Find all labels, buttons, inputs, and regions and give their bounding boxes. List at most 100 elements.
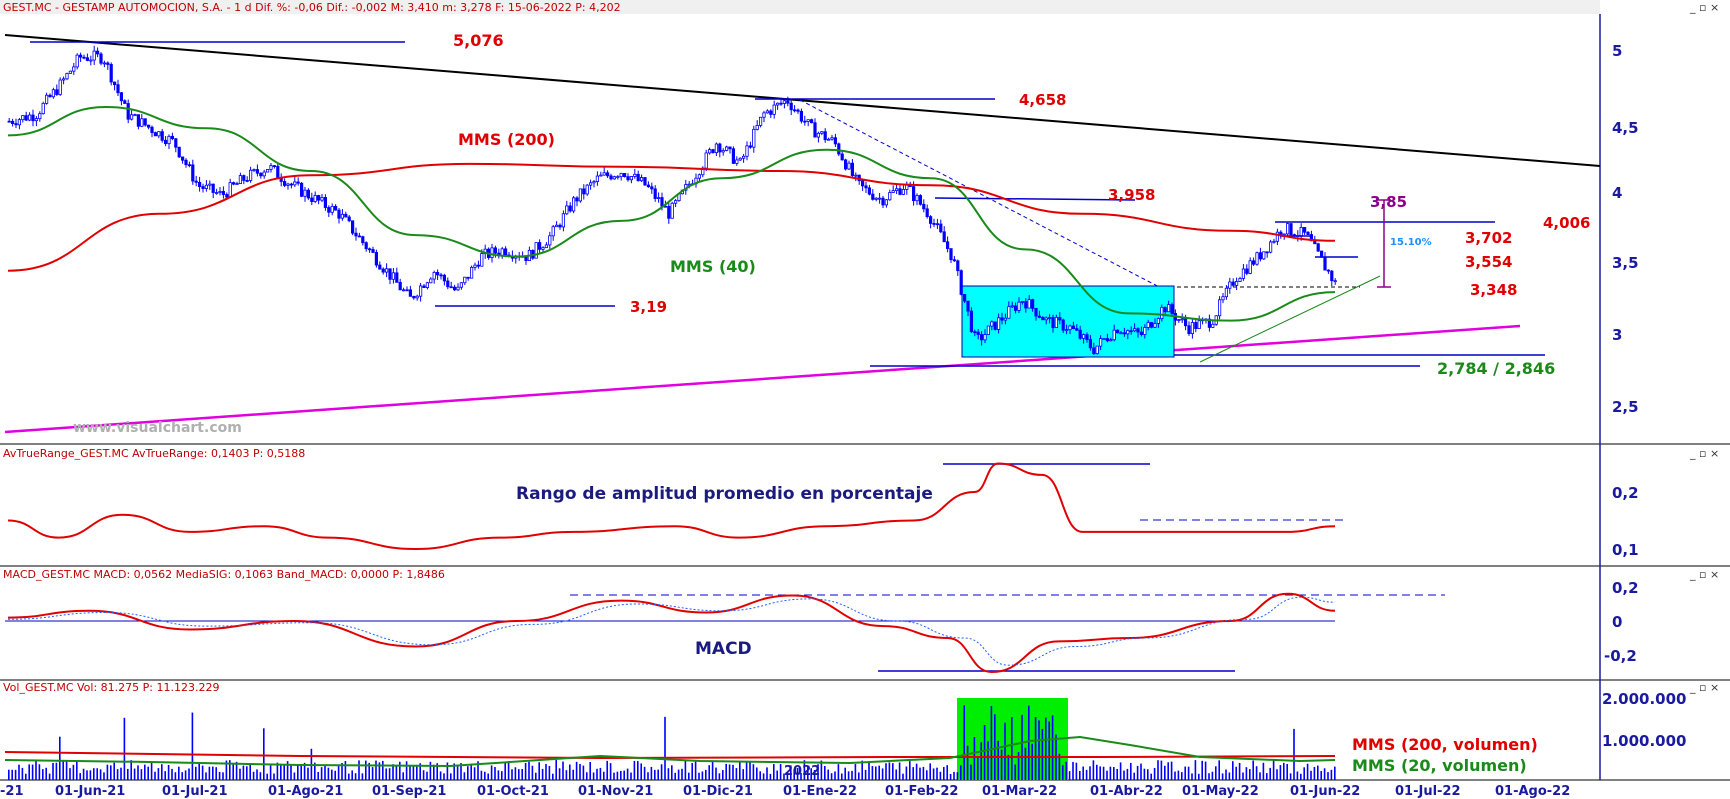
candle-body <box>106 62 110 65</box>
candle-body <box>1003 317 1008 321</box>
volume-bar <box>708 765 710 780</box>
volume-bar <box>620 770 622 780</box>
volume-bar <box>677 769 680 780</box>
volume-bar <box>582 765 585 780</box>
volume-bar <box>1089 766 1091 780</box>
volume-bar <box>902 773 904 780</box>
volume-bar <box>188 768 190 780</box>
date-label: 01-Jun-22 <box>1290 784 1360 799</box>
candle-body <box>1143 327 1147 335</box>
candle-body <box>997 317 1001 330</box>
candle-body <box>990 321 994 327</box>
candle-body <box>1187 325 1191 334</box>
candle-body <box>1116 329 1120 334</box>
candle-body <box>221 191 225 195</box>
volume-bar <box>86 770 88 780</box>
volume-bar <box>1327 772 1329 780</box>
candle-body <box>133 114 137 117</box>
candle-body <box>412 295 416 299</box>
volume-bar <box>1259 772 1261 780</box>
volume-bar <box>293 772 296 780</box>
volume-bar <box>1225 769 1227 780</box>
date-axis: -21 01-Jun-21 01-Jul-21 01-Ago-21 01-Sep… <box>0 784 1570 799</box>
volume-bar <box>807 766 809 780</box>
volume-bar <box>572 769 574 780</box>
volume-bar <box>1123 770 1125 780</box>
macd-ytick: 0 <box>1612 613 1622 631</box>
volume-bar <box>650 766 653 780</box>
candle-body <box>34 118 39 122</box>
candle-body <box>946 241 950 249</box>
candle-body <box>500 248 504 256</box>
volume-bar <box>606 760 608 780</box>
volume-bar <box>1140 763 1142 780</box>
candle-body <box>204 184 208 189</box>
candle-body <box>714 143 719 154</box>
atr-panel-window-buttons[interactable]: _ ▫ × <box>1689 447 1719 460</box>
candle-body <box>806 119 810 122</box>
volume-bar <box>773 764 775 780</box>
volume-bar <box>990 706 993 780</box>
volume-bar <box>422 770 425 780</box>
candle-body <box>364 242 368 250</box>
volume-bar <box>1283 762 1285 780</box>
volume-panel-window-buttons[interactable]: _ ▫ × <box>1689 681 1719 694</box>
volume-bar <box>524 762 527 780</box>
volume-bar <box>1252 760 1254 780</box>
candle-body <box>1258 252 1262 260</box>
volume-bar <box>303 762 306 780</box>
volume-bar <box>1024 747 1027 780</box>
volume-bar <box>1021 714 1023 780</box>
volume-bar <box>1170 761 1173 780</box>
candle-body <box>820 131 824 134</box>
volume-bar <box>538 762 540 780</box>
candle-body <box>636 173 640 182</box>
candle-body <box>1044 317 1048 321</box>
volume-bar <box>858 772 860 780</box>
green-uptrend-line <box>1199 275 1381 363</box>
candle-body <box>1248 260 1252 274</box>
volume-bar <box>1174 771 1176 780</box>
candle-body <box>1014 305 1018 311</box>
volume-bar <box>1048 721 1050 780</box>
volume-bar <box>909 761 911 780</box>
candle-body <box>840 153 844 161</box>
volume-bar <box>48 773 51 780</box>
candle-body <box>10 120 15 124</box>
candle-body <box>667 205 671 219</box>
volume-bar <box>1249 769 1251 780</box>
label-pct: 15.10% <box>1390 237 1432 248</box>
volume-bar <box>1157 760 1159 780</box>
price-panel-window-buttons[interactable]: _ ▫ × <box>1689 1 1719 14</box>
candle-body <box>96 50 100 55</box>
candle-body <box>575 197 579 202</box>
candle-body <box>140 118 144 127</box>
candle-body <box>429 278 433 284</box>
volume-bar <box>796 767 799 780</box>
volume-bar <box>378 762 381 780</box>
volume-bar <box>256 769 258 780</box>
volume-bar <box>851 770 853 780</box>
candle-body <box>901 189 906 195</box>
macd-panel-window-buttons[interactable]: _ ▫ × <box>1689 568 1719 581</box>
candle-body <box>952 259 957 262</box>
volume-bar <box>205 772 207 780</box>
volume-bar <box>711 761 714 780</box>
volume-bar <box>511 769 513 780</box>
candle-body <box>24 115 28 121</box>
volume-bar <box>453 763 455 780</box>
candle-body <box>415 295 419 299</box>
candle-body <box>442 274 447 282</box>
volume-bar <box>212 766 214 780</box>
volume-bar <box>1306 763 1309 780</box>
volume-bar <box>8 769 10 780</box>
candle-body <box>65 72 69 80</box>
volume-bar <box>888 762 891 780</box>
volume-bar <box>749 761 751 780</box>
candle-body <box>898 188 902 195</box>
candle-body <box>1221 296 1225 301</box>
volume-bar <box>1198 773 1200 780</box>
candle-body <box>1326 269 1330 272</box>
candle-body <box>296 181 300 184</box>
